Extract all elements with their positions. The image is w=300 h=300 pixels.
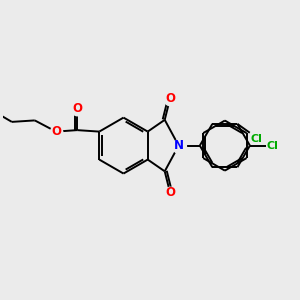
Text: O: O [165, 92, 175, 105]
Text: N: N [174, 139, 184, 152]
Text: O: O [165, 186, 175, 199]
Text: Cl: Cl [267, 141, 279, 151]
Text: O: O [51, 125, 61, 138]
Text: Cl: Cl [250, 134, 262, 144]
Bar [191, 112, 259, 179]
Text: O: O [72, 102, 82, 116]
